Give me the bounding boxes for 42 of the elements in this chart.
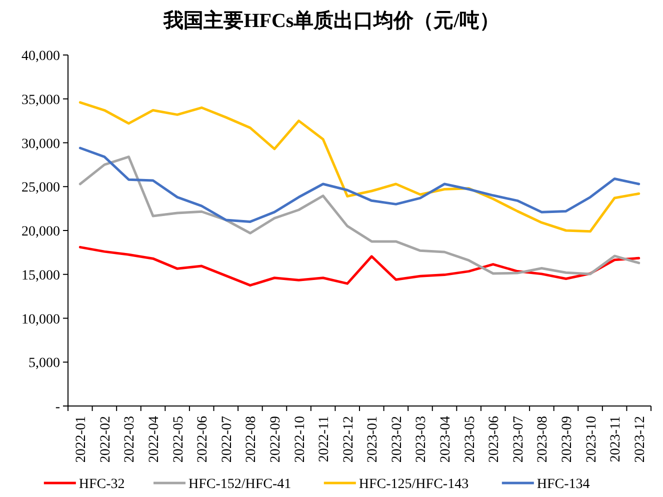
x-tick-label: 2023-05 bbox=[462, 416, 478, 463]
y-tick-label: 40,000 bbox=[22, 49, 60, 64]
y-tick-label: 20,000 bbox=[22, 224, 60, 240]
x-tick-label: 2022-07 bbox=[220, 416, 235, 463]
y-tick-label: 10,000 bbox=[22, 312, 60, 328]
x-tick-label: 2022-04 bbox=[147, 416, 162, 463]
chart-title: 我国主要HFCs单质出口均价（元/吨） bbox=[162, 9, 500, 32]
y-tick-label: 35,000 bbox=[22, 92, 60, 108]
line-series bbox=[78, 246, 640, 287]
x-tick-label: 2023-08 bbox=[536, 416, 551, 463]
legend-label: HFC-152/HFC-41 bbox=[188, 477, 292, 492]
x-tick-label: 2023-07 bbox=[511, 416, 526, 463]
line-series bbox=[78, 101, 640, 233]
x-tick-label: 2023-12 bbox=[632, 416, 648, 463]
y-tick-label: - bbox=[55, 400, 60, 415]
y-tick-label: 15,000 bbox=[22, 268, 60, 284]
line-series bbox=[78, 156, 640, 276]
x-tick-label: 2023-02 bbox=[390, 416, 405, 463]
x-tick-label: 2023-09 bbox=[560, 416, 575, 463]
y-tick-label: 30,000 bbox=[22, 136, 60, 152]
x-tick-label: 2022-03 bbox=[122, 416, 138, 463]
x-tick-label: 2022-09 bbox=[268, 416, 284, 463]
x-tick-label: 2022-12 bbox=[341, 416, 356, 463]
line-series bbox=[78, 146, 640, 223]
x-tick-label: 2023-11 bbox=[608, 416, 624, 462]
legend-label: HFC-134 bbox=[536, 477, 590, 492]
x-tick-label: 2022-08 bbox=[244, 416, 260, 463]
x-tick-label: 2023-03 bbox=[414, 416, 430, 463]
x-tick-label: 2023-04 bbox=[438, 416, 454, 463]
legend-label: HFC-125/HFC-143 bbox=[358, 477, 469, 492]
x-tick-label: 2022-02 bbox=[98, 416, 114, 463]
y-tick-label: 5,000 bbox=[28, 356, 60, 372]
y-tick-label: 25,000 bbox=[22, 180, 60, 196]
x-tick-label: 2022-01 bbox=[74, 416, 90, 463]
legend-label: HFC-32 bbox=[78, 477, 125, 492]
x-tick-label: 2022-05 bbox=[171, 416, 186, 463]
x-tick-label: 2022-10 bbox=[292, 416, 308, 463]
x-tick-label: 2023-01 bbox=[366, 416, 381, 463]
x-tick-label: 2022-06 bbox=[196, 416, 211, 463]
x-tick-label: 2023-06 bbox=[487, 416, 502, 463]
x-tick-label: 2023-10 bbox=[584, 416, 600, 463]
x-tick-label: 2022-11 bbox=[317, 416, 332, 462]
